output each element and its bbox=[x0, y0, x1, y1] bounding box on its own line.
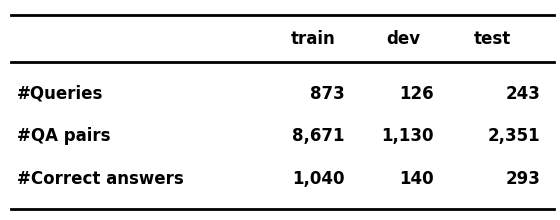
Text: 243: 243 bbox=[506, 84, 540, 103]
Text: 140: 140 bbox=[399, 170, 434, 188]
Text: 1,130: 1,130 bbox=[381, 127, 434, 145]
Text: 873: 873 bbox=[310, 84, 344, 103]
Text: #Queries: #Queries bbox=[17, 84, 103, 103]
Text: dev: dev bbox=[386, 29, 420, 48]
Text: #QA pairs: #QA pairs bbox=[17, 127, 110, 145]
Text: #Correct answers: #Correct answers bbox=[17, 170, 184, 188]
Text: 126: 126 bbox=[399, 84, 434, 103]
Text: 293: 293 bbox=[506, 170, 540, 188]
Text: 2,351: 2,351 bbox=[488, 127, 540, 145]
Text: train: train bbox=[291, 29, 336, 48]
Text: 1,040: 1,040 bbox=[292, 170, 344, 188]
Text: test: test bbox=[474, 29, 511, 48]
Text: 8,671: 8,671 bbox=[292, 127, 344, 145]
